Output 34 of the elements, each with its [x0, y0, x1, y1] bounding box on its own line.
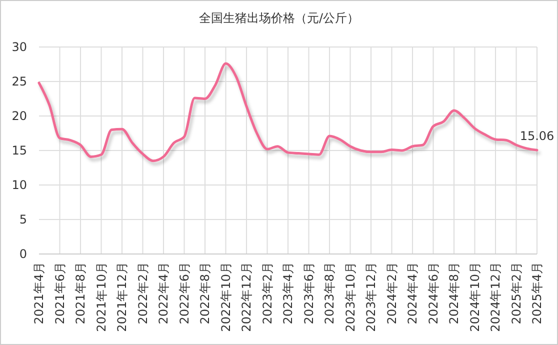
- x-tick-label: 2023年4月: [281, 262, 295, 324]
- x-tick-label: 2021年6月: [52, 262, 67, 324]
- x-tick-label: 2021年8月: [74, 262, 88, 324]
- y-tick-label: 25: [12, 74, 27, 88]
- chart-title: 全国生猪出场价格（元/公斤）: [198, 11, 360, 25]
- x-tick-label: 2023年10月: [343, 262, 358, 332]
- x-tick-label: 2022年8月: [198, 262, 212, 324]
- y-tick-label: 20: [12, 109, 27, 123]
- y-tick-label: 15: [12, 144, 27, 158]
- x-tick-label: 2023年8月: [322, 262, 336, 324]
- y-tick-label: 5: [19, 212, 27, 226]
- x-tick-label: 2024年8月: [447, 262, 461, 324]
- x-tick-label: 2022年10月: [218, 262, 233, 332]
- x-tick-label: 2022年4月: [156, 262, 170, 324]
- x-tick-label: 2023年2月: [260, 262, 274, 324]
- x-tick-label: 2023年12月: [364, 262, 378, 332]
- x-tick-label: 2022年6月: [177, 262, 192, 324]
- x-tick-label: 2021年4月: [32, 262, 46, 324]
- x-tick-label: 2022年12月: [240, 262, 254, 332]
- data-label: 15.06: [520, 129, 554, 144]
- x-tick-label: 2025年4月: [530, 262, 544, 324]
- x-tick-label: 2024年6月: [426, 262, 440, 324]
- x-tick-label: 2024年2月: [384, 262, 399, 324]
- x-tick-label: 2025年2月: [509, 262, 524, 324]
- y-tick-label: 10: [12, 178, 27, 192]
- x-tick-label: 2024年10月: [468, 262, 482, 332]
- x-tick-label: 2022年2月: [136, 262, 150, 324]
- x-tick-label: 2024年12月: [488, 262, 502, 332]
- x-tick-label: 2021年12月: [115, 262, 129, 332]
- y-tick-label: 30: [12, 40, 27, 54]
- x-tick-label: 2024年4月: [406, 262, 420, 324]
- x-tick-label: 2021年10月: [94, 262, 108, 332]
- y-tick-label: 0: [19, 247, 27, 261]
- x-tick-label: 2023年6月: [302, 262, 316, 324]
